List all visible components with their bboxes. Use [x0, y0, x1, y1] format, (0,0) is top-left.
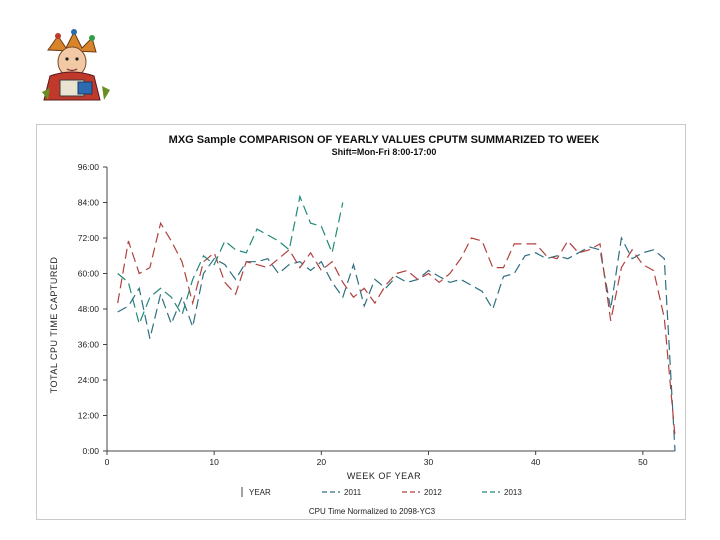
chart-frame: MXG Sample COMPARISON OF YEARLY VALUES C…: [36, 124, 686, 520]
chart-footnote: CPU Time Normalized to 2098-YC3: [309, 507, 436, 516]
x-tick-label: 0: [105, 457, 110, 467]
chart-subtitle: Shift=Mon-Fri 8:00-17:00: [332, 147, 437, 157]
y-tick-label: 72:00: [78, 233, 100, 243]
jester-clipart-icon: [42, 29, 110, 101]
chart-title: MXG Sample COMPARISON OF YEARLY VALUES C…: [169, 134, 600, 146]
legend-label-2012: 2012: [424, 488, 442, 497]
x-axis-label: WEEK OF YEAR: [347, 471, 421, 481]
jester-clipart-logo: [30, 28, 122, 108]
x-tick-label: 40: [531, 457, 541, 467]
y-tick-label: 0:00: [82, 446, 99, 456]
y-tick-label: 96:00: [78, 162, 100, 172]
series-line-2012: [117, 221, 676, 437]
line-chart: MXG Sample COMPARISON OF YEARLY VALUES C…: [49, 134, 676, 516]
y-axis-label: TOTAL CPU TIME CAPTURED: [49, 257, 59, 394]
x-tick-label: 10: [209, 457, 219, 467]
y-tick-label: 12:00: [78, 411, 100, 421]
y-tick-label: 36:00: [78, 340, 100, 350]
y-tick-label: 24:00: [78, 375, 100, 385]
y-tick-label: 48:00: [78, 304, 100, 314]
x-tick-label: 30: [424, 457, 434, 467]
series-line-2011: [117, 236, 676, 452]
legend-title: YEAR: [249, 488, 271, 497]
chart-axes: 0:00 12:00 24:00 36:00 48:00 60:00 72:00 84:00 9…: [78, 162, 675, 467]
x-tick-label: 20: [317, 457, 327, 467]
x-tick-label: 50: [638, 457, 648, 467]
legend-label-2011: 2011: [344, 488, 362, 497]
chart-legend: YEAR 2011 2012 2013: [241, 487, 522, 497]
y-tick-label: 84:00: [78, 198, 100, 208]
y-tick-label: 60:00: [78, 269, 100, 279]
legend-label-2013: 2013: [504, 488, 522, 497]
series-layer: [117, 194, 676, 452]
series-line-2013: [117, 194, 344, 326]
